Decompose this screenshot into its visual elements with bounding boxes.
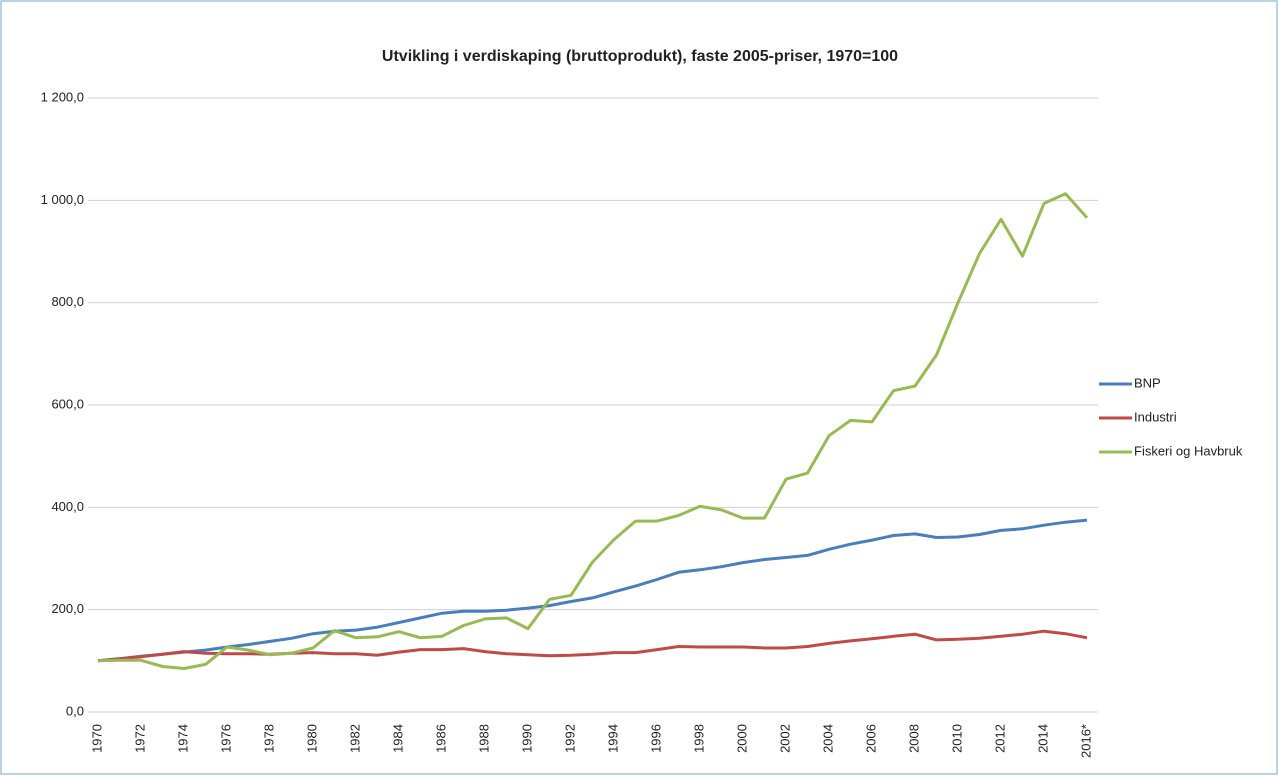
y-tick-label: 800,0 bbox=[51, 294, 84, 309]
legend-label: Fiskeri og Havbruk bbox=[1134, 443, 1243, 458]
x-tick-label: 1982 bbox=[347, 724, 362, 753]
series-line bbox=[97, 518, 1088, 663]
y-tick-label: 400,0 bbox=[51, 499, 84, 514]
x-tick-label: 1972 bbox=[132, 724, 147, 753]
x-tick-label: 1998 bbox=[691, 724, 706, 753]
legend-label: Industri bbox=[1134, 409, 1177, 424]
legend-label: BNP bbox=[1134, 375, 1161, 390]
x-tick-label: 2012 bbox=[992, 724, 1007, 753]
y-tick-label: 1 200,0 bbox=[41, 89, 84, 104]
x-tick-label: 2002 bbox=[777, 724, 792, 753]
x-tick-label: 2010 bbox=[949, 724, 964, 753]
x-tick-label: 1996 bbox=[648, 724, 663, 753]
x-tick-label: 2006 bbox=[863, 724, 878, 753]
x-tick-label: 1994 bbox=[605, 724, 620, 753]
x-tick-label: 1992 bbox=[562, 724, 577, 753]
y-tick-label: 600,0 bbox=[51, 396, 84, 411]
x-tick-label: 1988 bbox=[476, 724, 491, 753]
x-tick-label: 2000 bbox=[734, 724, 749, 753]
x-tick-label: 1990 bbox=[519, 724, 534, 753]
x-tick-label: 1978 bbox=[261, 724, 276, 753]
x-tick-label: 2008 bbox=[906, 724, 921, 753]
y-tick-label: 200,0 bbox=[51, 601, 84, 616]
x-tick-label: 1976 bbox=[218, 724, 233, 753]
x-tick-label: 1980 bbox=[304, 724, 319, 753]
x-tick-label: 2016* bbox=[1078, 724, 1093, 758]
series-line bbox=[97, 192, 1089, 670]
x-tick-label: 2004 bbox=[820, 724, 835, 753]
y-tick-label: 1 000,0 bbox=[41, 192, 84, 207]
x-tick-label: 1984 bbox=[390, 724, 405, 753]
chart-title: Utvikling i verdiskaping (bruttoprodukt)… bbox=[382, 48, 898, 65]
x-tick-label: 1986 bbox=[433, 724, 448, 753]
y-tick-label: 0,0 bbox=[66, 703, 84, 718]
x-tick-label: 1970 bbox=[89, 724, 104, 753]
x-tick-label: 2014 bbox=[1035, 724, 1050, 753]
x-tick-label: 1974 bbox=[175, 724, 190, 753]
